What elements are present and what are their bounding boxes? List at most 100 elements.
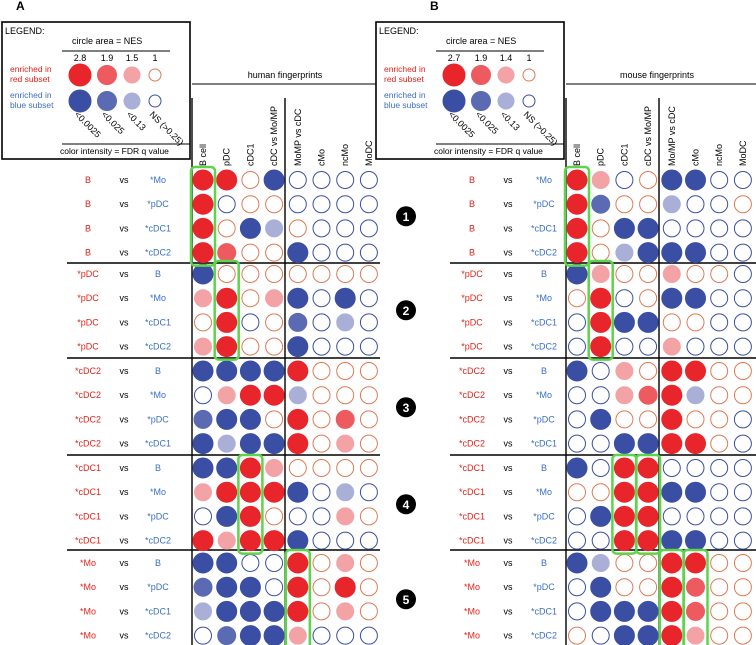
column-header: MoDC: [364, 140, 374, 166]
column-header: Mo/MP vs cDC: [667, 106, 677, 166]
nes-circle: [241, 337, 260, 356]
nes-circle: [336, 434, 355, 453]
legend-title: LEGEND:: [379, 26, 419, 36]
nes-circle: [216, 457, 238, 479]
nes-circle: [637, 530, 659, 552]
row-vs-label: vs: [504, 487, 514, 497]
nes-circle: [194, 507, 212, 526]
nes-circle: [359, 171, 378, 189]
nes-circle: [239, 600, 261, 622]
panel-letter: B: [430, 0, 439, 13]
nes-circle: [590, 287, 612, 309]
nes-circle: [265, 219, 284, 238]
highlight-box: [189, 165, 217, 267]
nes-circle: [615, 362, 634, 380]
row-vs-label: vs: [120, 511, 130, 521]
column-header: MoMP vs cDC: [293, 108, 303, 166]
nes-circle: [241, 289, 260, 308]
nes-circle: [710, 362, 729, 380]
nes-circle: [217, 195, 236, 214]
row-left-label: *pDC: [77, 269, 99, 279]
nes-circle: [288, 312, 308, 332]
legend-blue-label: blue subset: [10, 100, 54, 110]
nes-circle: [591, 386, 610, 405]
nes-circle: [312, 459, 331, 477]
row-vs-label: vs: [504, 631, 514, 641]
nes-circle: [312, 554, 331, 572]
nes-circle: [615, 289, 634, 308]
nes-circle: [710, 243, 729, 262]
nes-circle: [192, 360, 214, 382]
nes-circle: [194, 483, 212, 502]
legend-nes-value: 2.7: [448, 53, 461, 63]
nes-circle: [568, 313, 586, 332]
nes-circle: [686, 410, 705, 429]
nes-circle: [239, 384, 261, 406]
row-right-label: *cDC1: [145, 606, 171, 616]
row-right-label: *pDC: [533, 414, 555, 424]
row-right-label: *Mo: [536, 487, 552, 497]
row-left-label: *cDC2: [459, 390, 485, 400]
row-vs-label: vs: [504, 175, 514, 185]
highlight-box: [682, 548, 709, 645]
nes-circle: [336, 507, 355, 526]
nes-circle: [662, 337, 681, 356]
nes-circle: [590, 336, 612, 358]
nes-circle: [568, 386, 586, 405]
nes-circle: [287, 360, 309, 382]
nes-circle: [336, 195, 355, 214]
nes-circle: [686, 313, 705, 332]
nes-circle: [590, 600, 612, 622]
nes-circle: [685, 287, 706, 309]
row-vs-label: vs: [120, 536, 130, 546]
nes-circle: [661, 530, 683, 552]
column-header: cDC vs Mo/MP: [643, 106, 653, 166]
nes-circle: [287, 408, 309, 430]
nes-circle: [733, 313, 752, 332]
nes-circle: [239, 576, 261, 598]
nes-circle: [287, 552, 309, 574]
nes-circle: [312, 195, 331, 214]
nes-circle: [216, 481, 238, 503]
nes-circle: [265, 337, 284, 356]
row-left-label: *cDC1: [459, 463, 485, 473]
nes-circle: [613, 311, 635, 333]
row-right-label: *Mo: [536, 175, 552, 185]
nes-circle: [591, 219, 610, 238]
group-marker-number: 3: [403, 401, 410, 415]
nes-circle: [637, 600, 659, 622]
nes-circle: [239, 408, 261, 430]
nes-circle: [568, 507, 586, 526]
row-left-label: *Mo: [464, 631, 480, 641]
nes-circle: [591, 194, 611, 214]
nes-circle: [733, 265, 752, 283]
panel-b: B LEGEND: circle area = NES 2.7 1.9 1.4 1 enric…: [375, 0, 756, 645]
row-left-label: *pDC: [77, 293, 99, 303]
nes-circle: [710, 531, 729, 550]
nes-circle: [568, 578, 586, 597]
row-vs-label: vs: [120, 199, 130, 209]
nes-circle: [287, 433, 309, 455]
nes-circle: [192, 457, 214, 479]
row-vs-label: vs: [120, 463, 130, 473]
nes-circle: [336, 313, 355, 332]
nes-circle: [192, 263, 214, 285]
nes-circle: [263, 384, 285, 406]
nes-circle: [686, 507, 705, 526]
nes-circle: [288, 265, 307, 283]
nes-circle: [336, 459, 355, 477]
legend-blue-circle: [522, 94, 536, 108]
nes-circle: [590, 576, 612, 598]
nes-circle: [265, 243, 284, 262]
row-right-label: *Mo: [150, 293, 166, 303]
nes-circle: [265, 195, 284, 214]
row-left-label: *Mo: [80, 631, 96, 641]
row-vs-label: vs: [504, 199, 514, 209]
nes-circle: [287, 576, 309, 598]
nes-circle: [216, 408, 238, 430]
nes-circle: [194, 602, 212, 621]
row-vs-label: vs: [504, 317, 514, 327]
nes-circle: [287, 242, 309, 264]
nes-circle: [192, 169, 214, 191]
